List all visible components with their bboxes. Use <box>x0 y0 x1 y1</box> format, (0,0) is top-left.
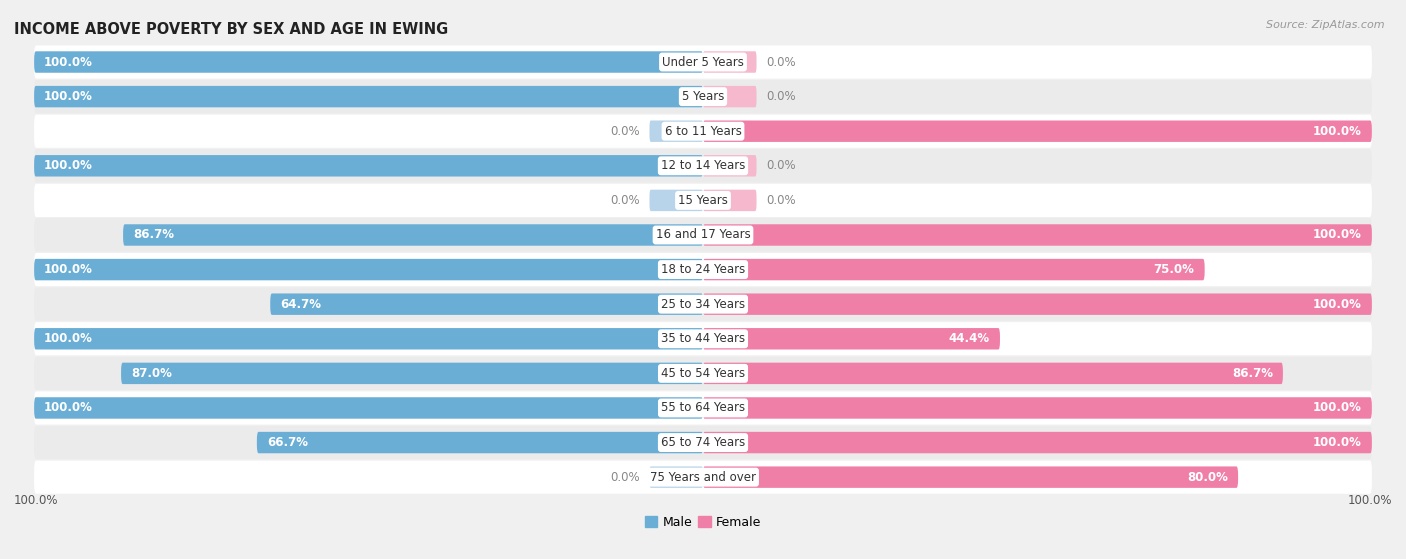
Text: 100.0%: 100.0% <box>1313 298 1362 311</box>
FancyBboxPatch shape <box>703 224 1372 246</box>
Text: 100.0%: 100.0% <box>44 401 93 414</box>
Text: Source: ZipAtlas.com: Source: ZipAtlas.com <box>1267 20 1385 30</box>
Text: 0.0%: 0.0% <box>766 55 796 69</box>
Text: 0.0%: 0.0% <box>610 471 640 484</box>
Text: 0.0%: 0.0% <box>610 125 640 138</box>
Text: 15 Years: 15 Years <box>678 194 728 207</box>
FancyBboxPatch shape <box>650 190 703 211</box>
FancyBboxPatch shape <box>34 397 703 419</box>
FancyBboxPatch shape <box>124 224 703 246</box>
Text: 0.0%: 0.0% <box>766 90 796 103</box>
FancyBboxPatch shape <box>34 328 703 349</box>
FancyBboxPatch shape <box>34 253 1372 286</box>
FancyBboxPatch shape <box>34 259 703 280</box>
FancyBboxPatch shape <box>703 432 1372 453</box>
FancyBboxPatch shape <box>703 328 1000 349</box>
FancyBboxPatch shape <box>34 461 1372 494</box>
FancyBboxPatch shape <box>703 363 1282 384</box>
Text: 35 to 44 Years: 35 to 44 Years <box>661 332 745 345</box>
FancyBboxPatch shape <box>34 391 1372 425</box>
Text: 18 to 24 Years: 18 to 24 Years <box>661 263 745 276</box>
Legend: Male, Female: Male, Female <box>645 516 761 529</box>
FancyBboxPatch shape <box>34 357 1372 390</box>
Text: 100.0%: 100.0% <box>1313 401 1362 414</box>
Text: 6 to 11 Years: 6 to 11 Years <box>665 125 741 138</box>
Text: 12 to 14 Years: 12 to 14 Years <box>661 159 745 172</box>
FancyBboxPatch shape <box>703 293 1372 315</box>
Text: 80.0%: 80.0% <box>1187 471 1227 484</box>
Text: 86.7%: 86.7% <box>134 229 174 241</box>
FancyBboxPatch shape <box>703 466 1239 488</box>
FancyBboxPatch shape <box>257 432 703 453</box>
FancyBboxPatch shape <box>270 293 703 315</box>
FancyBboxPatch shape <box>703 259 1205 280</box>
FancyBboxPatch shape <box>121 363 703 384</box>
Text: 16 and 17 Years: 16 and 17 Years <box>655 229 751 241</box>
FancyBboxPatch shape <box>34 287 1372 321</box>
Text: 86.7%: 86.7% <box>1232 367 1272 380</box>
FancyBboxPatch shape <box>34 155 703 177</box>
Text: 100.0%: 100.0% <box>1313 436 1362 449</box>
Text: 44.4%: 44.4% <box>949 332 990 345</box>
Text: 0.0%: 0.0% <box>766 194 796 207</box>
FancyBboxPatch shape <box>34 322 1372 356</box>
Text: 55 to 64 Years: 55 to 64 Years <box>661 401 745 414</box>
Text: 65 to 74 Years: 65 to 74 Years <box>661 436 745 449</box>
FancyBboxPatch shape <box>703 155 756 177</box>
Text: 100.0%: 100.0% <box>1313 125 1362 138</box>
Text: 25 to 34 Years: 25 to 34 Years <box>661 298 745 311</box>
Text: 5 Years: 5 Years <box>682 90 724 103</box>
FancyBboxPatch shape <box>703 51 756 73</box>
FancyBboxPatch shape <box>34 149 1372 182</box>
FancyBboxPatch shape <box>34 184 1372 217</box>
FancyBboxPatch shape <box>34 45 1372 79</box>
FancyBboxPatch shape <box>34 80 1372 113</box>
FancyBboxPatch shape <box>703 86 756 107</box>
Text: 100.0%: 100.0% <box>44 55 93 69</box>
Text: 100.0%: 100.0% <box>14 494 59 507</box>
Text: 66.7%: 66.7% <box>267 436 308 449</box>
FancyBboxPatch shape <box>703 121 1372 142</box>
FancyBboxPatch shape <box>34 115 1372 148</box>
Text: 100.0%: 100.0% <box>44 90 93 103</box>
FancyBboxPatch shape <box>703 190 756 211</box>
Text: Under 5 Years: Under 5 Years <box>662 55 744 69</box>
Text: INCOME ABOVE POVERTY BY SEX AND AGE IN EWING: INCOME ABOVE POVERTY BY SEX AND AGE IN E… <box>14 22 449 36</box>
FancyBboxPatch shape <box>34 86 703 107</box>
Text: 0.0%: 0.0% <box>610 194 640 207</box>
Text: 100.0%: 100.0% <box>1313 229 1362 241</box>
Text: 45 to 54 Years: 45 to 54 Years <box>661 367 745 380</box>
Text: 64.7%: 64.7% <box>280 298 322 311</box>
Text: 100.0%: 100.0% <box>44 263 93 276</box>
FancyBboxPatch shape <box>34 219 1372 252</box>
Text: 75 Years and over: 75 Years and over <box>650 471 756 484</box>
Text: 0.0%: 0.0% <box>766 159 796 172</box>
Text: 87.0%: 87.0% <box>131 367 172 380</box>
Text: 100.0%: 100.0% <box>44 332 93 345</box>
FancyBboxPatch shape <box>34 51 703 73</box>
FancyBboxPatch shape <box>703 397 1372 419</box>
Text: 100.0%: 100.0% <box>44 159 93 172</box>
FancyBboxPatch shape <box>650 466 703 488</box>
Text: 100.0%: 100.0% <box>1347 494 1392 507</box>
Text: 75.0%: 75.0% <box>1154 263 1195 276</box>
FancyBboxPatch shape <box>650 121 703 142</box>
FancyBboxPatch shape <box>34 426 1372 459</box>
